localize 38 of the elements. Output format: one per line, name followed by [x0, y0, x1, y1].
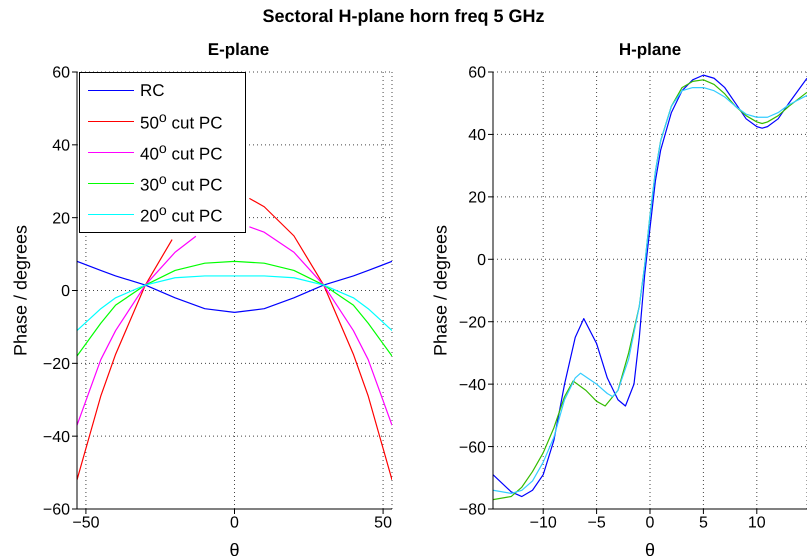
x-tick-label: 5: [698, 514, 708, 532]
x-tick-label: −50: [72, 514, 100, 532]
x-tick-label: 50: [374, 514, 392, 532]
y-tick-label: 0: [477, 252, 486, 269]
line-series: [77, 275, 392, 332]
legend-label: 50$^{o}$ cut PC: [140, 110, 223, 134]
legend-label: RC: [140, 80, 165, 100]
x-tick-label: −10: [530, 514, 557, 532]
y-tick-label: 60: [52, 64, 70, 82]
y-tick-label: −40: [458, 376, 486, 394]
y-tick-label: 40: [468, 127, 486, 144]
y-tick-label: −40: [42, 428, 70, 446]
legend-label: 40$^{o}$ cut PC: [140, 140, 223, 164]
chart-title: Sectoral H-plane horn freq 5 GHz: [261, 6, 546, 27]
y-axis-title: Phase / degrees: [10, 224, 30, 356]
y-tick-label: −20: [458, 314, 486, 332]
line-series: [77, 260, 392, 357]
y-tick-label: 60: [468, 64, 486, 82]
chart-subtitle: E-plane: [206, 40, 270, 60]
chart-subtitle: H-plane: [618, 40, 682, 60]
y-tick-label: 20: [52, 210, 70, 228]
x-tick-label: −5: [587, 514, 606, 532]
legend-label: 20$^{o}$ cut PC: [140, 202, 223, 226]
y-tick-label: −60: [42, 502, 70, 519]
y-tick-label: 40: [52, 138, 70, 155]
y-tick-label: 0: [61, 283, 70, 300]
y-tick-label: −80: [458, 502, 486, 519]
y-tick-label: 20: [468, 190, 486, 207]
y-axis-title: Phase / degrees: [430, 224, 450, 356]
x-tick-label: 10: [748, 514, 766, 532]
line-series: [77, 260, 392, 313]
x-tick-label: 0: [646, 514, 655, 532]
y-tick-label: −60: [458, 439, 486, 456]
x-tick-label: 0: [230, 514, 240, 532]
x-axis-title: θ: [229, 540, 240, 556]
legend-label: 30$^{o}$ cut PC: [140, 172, 223, 196]
x-axis-title: θ: [644, 540, 656, 556]
y-tick-label: −20: [42, 356, 70, 374]
